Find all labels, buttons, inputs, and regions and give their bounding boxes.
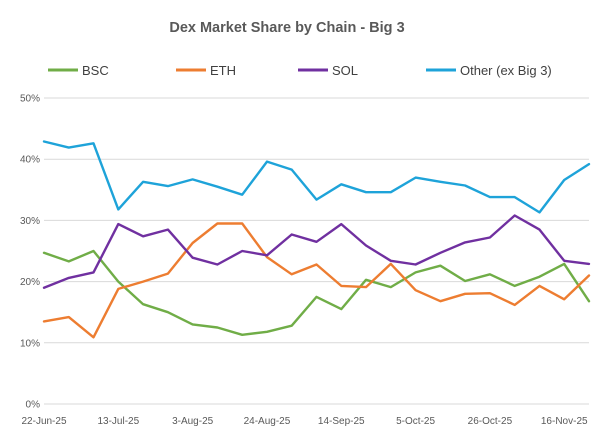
series-line-sol (42, 214, 591, 289)
legend-item-eth: ETH (176, 63, 236, 78)
y-axis: 0% 10% 20% 30% 40% 50% (20, 94, 40, 411)
y-tick-label: 50% (20, 94, 40, 105)
x-tick-label: 16-Nov-25 (541, 416, 588, 427)
series-lines (42, 140, 591, 339)
x-tick-label: 14-Sep-25 (318, 416, 365, 427)
legend-label-other: Other (ex Big 3) (460, 63, 552, 78)
x-tick-label: 13-Jul-25 (97, 416, 139, 427)
legend-label-sol: SOL (332, 63, 358, 78)
legend: BSC ETH SOL Other (ex Big 3) (48, 63, 552, 78)
legend-label-eth: ETH (210, 63, 236, 78)
y-tick-label: 0% (26, 400, 41, 411)
x-axis: 22-Jun-25 13-Jul-25 3-Aug-25 24-Aug-25 14-Se… (21, 416, 588, 427)
legend-item-bsc: BSC (48, 63, 109, 78)
y-tick-label: 20% (20, 277, 40, 288)
x-tick-label: 3-Aug-25 (172, 416, 214, 427)
gridlines (44, 97, 589, 405)
x-tick-label: 22-Jun-25 (21, 416, 66, 427)
y-tick-label: 40% (20, 155, 40, 166)
legend-item-other: Other (ex Big 3) (426, 63, 552, 78)
x-tick-label: 26-Oct-25 (468, 416, 513, 427)
x-tick-label: 5-Oct-25 (396, 416, 435, 427)
y-tick-label: 10% (20, 338, 40, 349)
series-line-other-ex-big-3 (42, 140, 591, 214)
series-line-bsc (42, 249, 591, 336)
legend-label-bsc: BSC (82, 63, 109, 78)
y-tick-label: 30% (20, 216, 40, 227)
chart-title: Dex Market Share by Chain - Big 3 (169, 20, 404, 36)
series-line-eth (42, 222, 591, 339)
x-tick-label: 24-Aug-25 (244, 416, 291, 427)
legend-item-sol: SOL (298, 63, 358, 78)
